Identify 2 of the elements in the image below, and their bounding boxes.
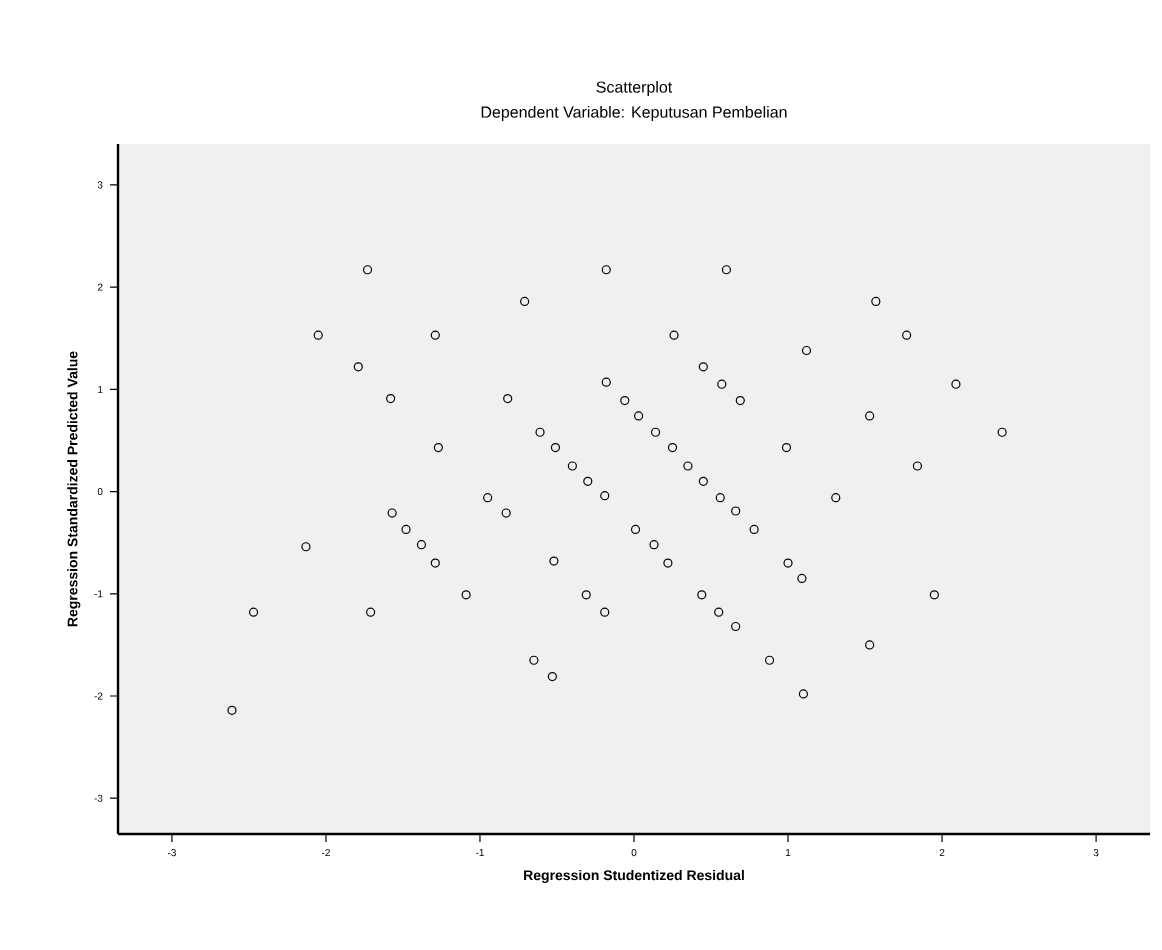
- chart-title: Scatterplot: [596, 81, 673, 96]
- chart-subtitle: Dependent Variable: Keputusan Pembelian: [481, 106, 787, 121]
